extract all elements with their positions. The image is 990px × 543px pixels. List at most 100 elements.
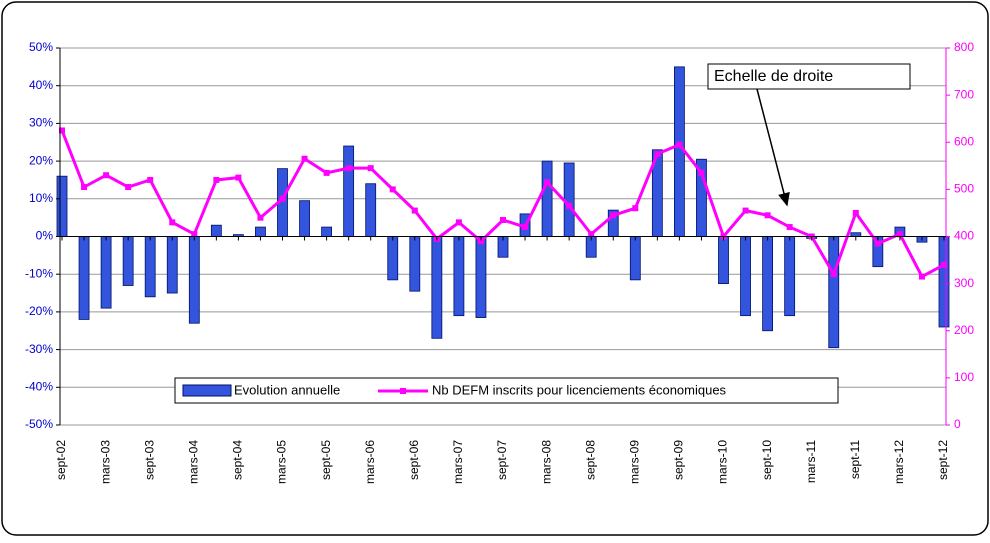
line-marker bbox=[830, 271, 837, 278]
line-marker bbox=[279, 195, 286, 202]
line-marker bbox=[522, 224, 529, 231]
x-tick-label: sept-04 bbox=[231, 440, 245, 480]
y-tick-label: -10% bbox=[25, 266, 53, 280]
legend-label: Nb DEFM inscrits pour licenciements écon… bbox=[432, 382, 727, 397]
x-tick-label: mars-04 bbox=[186, 440, 200, 484]
x-tick-label: mars-11 bbox=[804, 440, 818, 483]
x-tick-label: mars-07 bbox=[451, 440, 465, 484]
y2-tick-label: 500 bbox=[954, 182, 974, 196]
line-marker bbox=[610, 212, 617, 219]
annotation-arrow bbox=[756, 88, 790, 207]
bar bbox=[255, 226, 266, 237]
line-marker bbox=[235, 174, 242, 181]
bar bbox=[122, 236, 134, 286]
bar bbox=[541, 160, 553, 237]
line-marker bbox=[852, 209, 859, 216]
y-tick-label: 50% bbox=[29, 40, 53, 54]
y-tick-label: 40% bbox=[29, 78, 53, 92]
bar bbox=[431, 236, 443, 339]
bar bbox=[475, 236, 487, 318]
line-marker bbox=[500, 217, 506, 224]
y-tick-label: 30% bbox=[29, 116, 53, 130]
bar bbox=[740, 236, 751, 317]
x-tick-label: sept-12 bbox=[936, 440, 950, 480]
line-marker bbox=[786, 224, 793, 231]
y2-tick-label: 600 bbox=[954, 134, 974, 148]
x-tick-label: mars-08 bbox=[539, 440, 553, 484]
bar bbox=[100, 236, 112, 309]
axes: -50% -40% -30% -20% -10% 0% 10% 20% 30% 40% 50% 0 10… bbox=[25, 40, 974, 484]
y-tick-label: 20% bbox=[29, 153, 53, 167]
x-tick-label: sept-07 bbox=[495, 440, 509, 480]
line-marker bbox=[411, 207, 418, 214]
line-marker bbox=[81, 184, 88, 191]
x-tick-label: sept-11 bbox=[848, 440, 862, 479]
bar bbox=[387, 236, 399, 281]
line-marker bbox=[191, 231, 198, 238]
line-marker bbox=[147, 176, 154, 183]
line-marker bbox=[918, 273, 925, 280]
legend-swatch bbox=[182, 384, 232, 397]
bar bbox=[78, 236, 90, 320]
x-tick-label: sept-09 bbox=[672, 440, 686, 480]
legend: Evolution annuelle Nb DEFM inscrits pour … bbox=[174, 377, 839, 404]
y-tick-label: -20% bbox=[25, 304, 53, 318]
line-marker bbox=[323, 169, 330, 176]
line-marker bbox=[103, 172, 110, 179]
line-marker bbox=[874, 240, 881, 247]
line-marker bbox=[654, 151, 661, 158]
line-marker bbox=[764, 212, 771, 219]
x-tick-label: mars-05 bbox=[275, 440, 289, 484]
x-tick-label: mars-06 bbox=[363, 440, 377, 484]
bar bbox=[409, 236, 421, 292]
y-tick-label: 0% bbox=[36, 229, 54, 243]
bar bbox=[365, 183, 377, 237]
line-marker bbox=[125, 184, 132, 191]
y-tick-label: -50% bbox=[25, 417, 53, 431]
line-marker bbox=[367, 165, 374, 172]
line-marker bbox=[169, 219, 176, 226]
y2-tick-label: 800 bbox=[954, 40, 974, 54]
line-marker bbox=[477, 238, 484, 245]
x-tick-label: sept-08 bbox=[583, 440, 597, 480]
y-tick-label: -40% bbox=[25, 379, 53, 393]
bar bbox=[188, 236, 200, 324]
legend-marker bbox=[400, 388, 406, 394]
annotation-box bbox=[707, 63, 911, 90]
bar bbox=[718, 236, 729, 285]
bar bbox=[343, 145, 355, 237]
y-tick-label: -30% bbox=[25, 342, 53, 356]
x-tick-label: sept-10 bbox=[760, 440, 774, 480]
bar bbox=[629, 236, 641, 281]
line-marker bbox=[698, 169, 705, 176]
bar bbox=[144, 236, 156, 298]
x-tick-label: sept-03 bbox=[142, 440, 156, 480]
line-marker bbox=[345, 165, 352, 172]
bar bbox=[762, 236, 773, 332]
bar bbox=[674, 66, 685, 237]
bar bbox=[784, 236, 796, 317]
bars bbox=[56, 66, 950, 349]
bar bbox=[210, 224, 222, 237]
bar bbox=[166, 236, 178, 294]
line-marker bbox=[742, 207, 749, 214]
y2-tick-label: 300 bbox=[954, 276, 974, 290]
x-tick-label: sept-05 bbox=[319, 440, 333, 480]
line-marker bbox=[632, 205, 639, 212]
line-marker bbox=[59, 127, 65, 134]
bar bbox=[850, 232, 862, 237]
bar bbox=[299, 200, 310, 237]
line-marker bbox=[257, 214, 264, 221]
y-tick-label: 10% bbox=[29, 191, 53, 205]
line-marker bbox=[588, 231, 595, 238]
line-marker bbox=[544, 179, 551, 186]
bar bbox=[321, 226, 333, 237]
bar bbox=[56, 175, 68, 237]
y2-tick-label: 100 bbox=[954, 370, 974, 384]
line-marker bbox=[455, 219, 462, 226]
x-tick-label: mars-12 bbox=[892, 440, 906, 484]
line-marker bbox=[213, 176, 220, 183]
line-marker bbox=[896, 231, 903, 238]
y2-tick-label: 0 bbox=[954, 417, 961, 431]
